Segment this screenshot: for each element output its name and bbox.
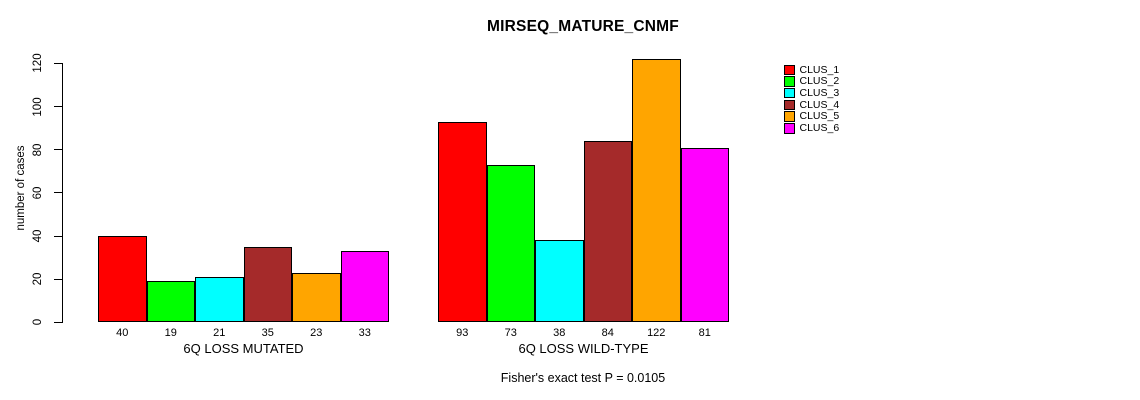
y-axis-label: number of cases	[15, 145, 27, 231]
legend-swatch	[784, 64, 795, 76]
legend-item: CLUS_6	[784, 122, 839, 134]
legend-item: CLUS_2	[784, 76, 839, 88]
bar	[243, 246, 292, 323]
y-tick	[54, 192, 62, 194]
legend-label: CLUS_3	[799, 86, 840, 99]
group-label: 6Q LOSS WILD-TYPE	[518, 341, 649, 356]
legend-swatch	[784, 87, 795, 99]
group-label: 6Q LOSS MUTATED	[183, 341, 304, 356]
bar-value-label: 84	[601, 327, 614, 339]
y-tick-label: 60	[32, 186, 44, 200]
legend-label: CLUS_6	[799, 122, 840, 135]
legend-swatch	[784, 76, 795, 87]
legend-item: CLUS_1	[784, 64, 839, 76]
legend-swatch	[784, 123, 795, 134]
legend-label: CLUS_4	[799, 98, 840, 111]
y-tick	[54, 235, 62, 237]
bar	[680, 147, 729, 323]
bar	[583, 141, 632, 323]
y-tick	[54, 149, 62, 151]
y-tick-label: 20	[32, 272, 44, 286]
bar-value-label: 35	[261, 327, 274, 339]
legend-swatch	[784, 111, 795, 122]
bar	[632, 59, 681, 323]
bar-value-label: 93	[456, 327, 469, 339]
legend-item: CLUS_3	[784, 87, 839, 99]
legend-item: CLUS_5	[784, 111, 839, 123]
bar-value-label: 21	[213, 327, 226, 339]
bar-value-label: 81	[698, 327, 711, 339]
y-tick-label: 100	[32, 96, 44, 117]
bar-value-label: 38	[553, 327, 566, 339]
y-tick-label: 80	[32, 143, 44, 157]
bar	[438, 121, 487, 323]
y-tick	[54, 278, 62, 280]
y-tick	[54, 62, 62, 64]
y-axis	[62, 63, 63, 324]
legend-label: CLUS_2	[799, 75, 840, 88]
legend-swatch	[784, 99, 795, 111]
y-tick-label: 0	[32, 319, 44, 326]
legend: CLUS_1 CLUS_2 CLUS_3 CLUS_4 CLUS_5 CLUS_6	[784, 64, 839, 134]
bar	[98, 236, 147, 323]
bar-value-label: 40	[116, 327, 129, 339]
bar-value-label: 73	[504, 327, 517, 339]
legend-label: CLUS_5	[799, 110, 840, 123]
y-tick	[54, 321, 62, 323]
legend-label: CLUS_1	[799, 63, 840, 76]
bar	[535, 240, 584, 323]
chart-title: MIRSEQ_MATURE_CNMF	[487, 18, 679, 35]
bar	[195, 277, 244, 323]
bar	[486, 164, 535, 323]
bar-value-label: 19	[164, 327, 177, 339]
annotation-fisher-test: Fisher's exact test P = 0.0105	[500, 371, 666, 385]
bar	[340, 251, 389, 323]
legend-item: CLUS_4	[784, 99, 839, 111]
bar	[146, 281, 195, 323]
y-tick-label: 120	[32, 53, 44, 73]
bar	[292, 272, 341, 323]
y-tick-label: 40	[32, 229, 44, 243]
bar-value-label: 23	[310, 327, 323, 339]
bar-value-label: 122	[647, 327, 666, 339]
y-tick	[54, 106, 62, 108]
bar-value-label: 33	[358, 327, 371, 339]
